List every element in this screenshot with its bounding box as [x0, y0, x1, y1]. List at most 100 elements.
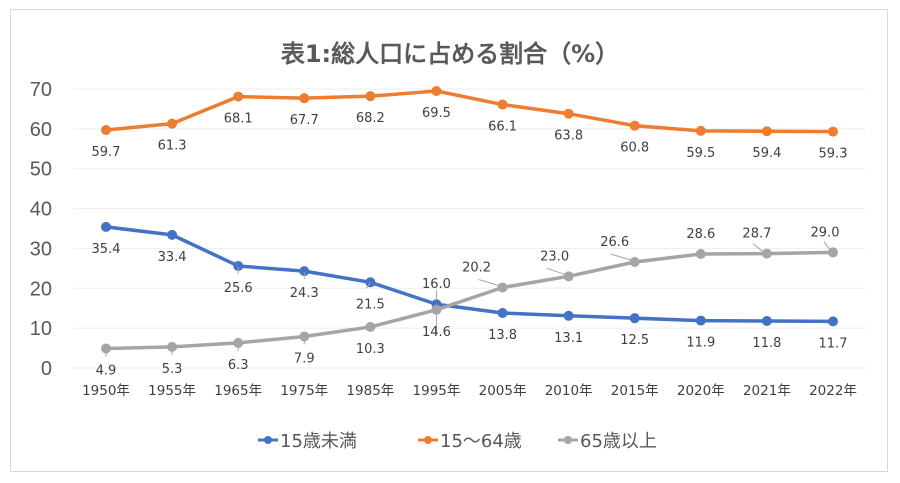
data-label: 66.1 [488, 120, 517, 135]
data-label: 67.7 [290, 113, 319, 128]
data-point [365, 91, 376, 102]
y-tick-label: 70 [30, 79, 52, 101]
y-tick-label: 0 [41, 358, 52, 380]
y-tick-label: 30 [30, 238, 52, 260]
data-point [695, 249, 706, 260]
data-label: 33.4 [158, 250, 187, 265]
chart-title: 表1:総人口に占める割合（%） [281, 40, 619, 68]
data-point [101, 343, 111, 354]
x-tick-label: 1965年 [214, 383, 262, 399]
data-label: 4.9 [96, 363, 117, 378]
data-label: 29.0 [811, 225, 840, 240]
data-label: 23.0 [540, 249, 569, 264]
data-point [233, 337, 244, 348]
data-point [497, 282, 508, 293]
data-label: 68.1 [224, 112, 253, 127]
data-label: 6.3 [228, 358, 249, 373]
data-label: 21.5 [356, 297, 385, 312]
legend-dot-marker-icon [264, 436, 272, 444]
data-label: 25.6 [224, 281, 253, 296]
legend-label: 15歳未満 [280, 431, 357, 452]
data-point [497, 307, 508, 318]
legend-label: 15～64歳 [440, 431, 522, 452]
data-label: 61.3 [158, 139, 187, 154]
label-leader-line [365, 282, 371, 289]
data-label: 28.7 [742, 227, 771, 242]
data-point [761, 126, 772, 137]
data-label: 59.4 [752, 146, 781, 161]
x-tick-label: 1985年 [346, 383, 394, 399]
data-label: 16.0 [422, 277, 451, 292]
data-point [299, 266, 310, 277]
data-label: 26.6 [600, 235, 629, 250]
data-label: 35.4 [92, 242, 121, 257]
label-leader-line [546, 267, 565, 275]
y-axis: 0 10 20 30 40 50 60 70 [30, 79, 52, 380]
series-line-0 [104, 225, 835, 324]
data-point [563, 271, 574, 282]
x-tick-label: 2020年 [677, 383, 725, 399]
label-leader-line [610, 253, 631, 261]
data-point [828, 247, 838, 258]
series-line-1 [104, 89, 835, 134]
data-label: 11.7 [819, 336, 848, 351]
y-tick-label: 50 [30, 159, 52, 181]
x-tick-label: 1955年 [148, 383, 196, 399]
data-point [695, 125, 706, 136]
data-label: 68.2 [356, 111, 385, 126]
data-point [828, 126, 838, 137]
y-tick-label: 60 [30, 119, 52, 141]
data-label: 63.8 [554, 129, 583, 144]
data-label: 20.2 [462, 260, 491, 275]
data-point [299, 331, 310, 342]
data-point [167, 341, 178, 352]
x-axis: 1950年 1955年 1965年 1975年 1985年 1995年 2005年 2010年… [82, 383, 857, 399]
data-label: 12.5 [620, 333, 649, 348]
x-tick-label: 1995年 [413, 383, 461, 399]
data-point [233, 260, 244, 271]
series-group [101, 85, 838, 354]
data-point [365, 321, 376, 332]
data-point [167, 118, 178, 129]
data-point [167, 229, 178, 240]
x-tick-label: 2022年 [809, 383, 857, 399]
data-point [629, 313, 640, 324]
y-tick-label: 20 [30, 278, 52, 300]
legend: 15歳未満 15～64歳 65歳以上 [258, 431, 657, 452]
data-label: 28.6 [686, 227, 715, 242]
legend-dot-marker-icon [424, 436, 432, 444]
data-label: 7.9 [294, 352, 315, 367]
legend-item-1[interactable]: 15～64歳 [418, 431, 522, 452]
data-point [101, 125, 111, 136]
data-point [695, 315, 706, 326]
data-label: 14.6 [422, 325, 451, 340]
legend-item-2[interactable]: 65歳以上 [558, 431, 657, 452]
series-line-2 [104, 250, 835, 351]
label-leader-line [823, 241, 831, 251]
x-tick-label: 1950年 [82, 383, 130, 399]
x-tick-label: 2005年 [479, 383, 527, 399]
legend-dot-marker-icon [564, 436, 572, 444]
data-point [629, 120, 640, 131]
x-tick-label: 1975年 [280, 383, 328, 399]
data-point [563, 108, 574, 119]
y-tick-label: 40 [30, 199, 52, 221]
data-label: 11.9 [686, 336, 715, 351]
data-label: 59.5 [686, 146, 715, 161]
label-leader-line [478, 279, 499, 286]
data-label: 24.3 [290, 286, 319, 301]
legend-item-0[interactable]: 15歳未満 [258, 431, 357, 452]
x-tick-label: 2021年 [743, 383, 791, 399]
data-point [431, 85, 442, 96]
legend-label: 65歳以上 [580, 431, 657, 452]
data-point [828, 316, 838, 327]
data-point [233, 91, 244, 102]
data-point [299, 93, 310, 104]
y-tick-label: 10 [30, 318, 52, 340]
data-point [563, 310, 574, 321]
data-labels: 35.4 33.4 25.6 24.3 21.5 16.0 13.8 13.1 12.5 11.9… [92, 106, 848, 378]
data-point [629, 256, 640, 267]
data-label: 5.3 [162, 362, 183, 377]
data-label: 13.8 [488, 328, 517, 343]
